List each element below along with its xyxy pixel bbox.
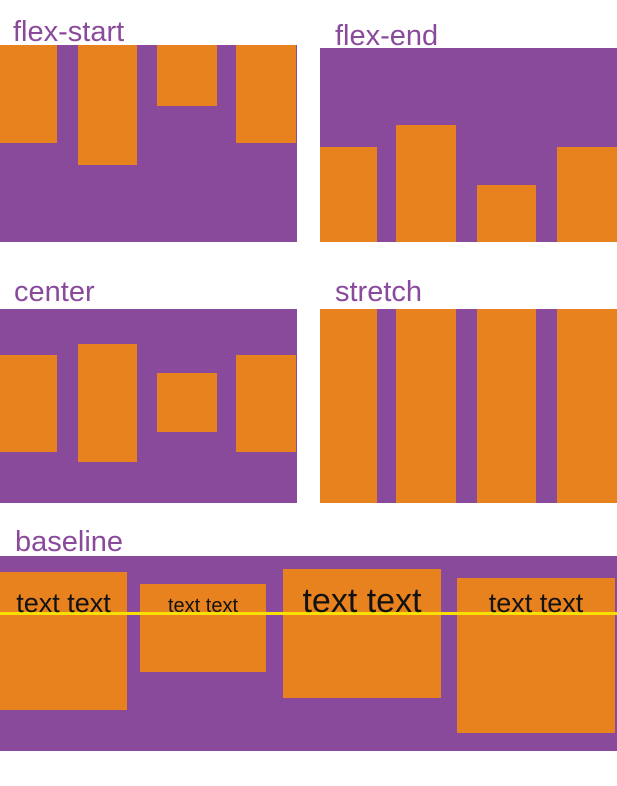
flex-item-center-3 — [157, 373, 217, 432]
flex-item-flex-start-3 — [157, 45, 217, 106]
flex-item-center-4 — [236, 355, 296, 452]
flex-item-flex-end-4 — [557, 147, 617, 242]
flex-item-text-4: text text — [488, 588, 584, 618]
flex-item-text-2: text text — [167, 595, 239, 617]
flex-item-flex-end-3 — [477, 185, 536, 242]
flex-item-stretch-3 — [477, 309, 536, 503]
flex-item-flex-start-1 — [0, 45, 57, 143]
flex-item-flex-start-2 — [78, 45, 137, 165]
flex-item-baseline-4 — [457, 578, 615, 733]
panel-title-center: center — [14, 276, 95, 308]
flex-item-center-2 — [78, 344, 137, 462]
panel-title-stretch: stretch — [335, 276, 423, 308]
baseline-indicator-line — [0, 612, 617, 615]
flex-item-flex-end-2 — [396, 125, 456, 242]
flex-item-baseline-1 — [0, 572, 127, 710]
panel-title-baseline: baseline — [15, 526, 124, 558]
flex-item-flex-start-4 — [236, 45, 296, 143]
flex-item-stretch-2 — [396, 309, 456, 503]
flex-item-stretch-1 — [320, 309, 377, 503]
flex-item-text-1: text text — [16, 588, 111, 618]
panel-title-flex-end: flex-end — [335, 20, 439, 52]
flex-item-center-1 — [0, 355, 57, 452]
flex-item-baseline-3 — [283, 569, 441, 698]
flex-item-text-3: text text — [302, 582, 422, 620]
flex-item-stretch-4 — [557, 309, 617, 503]
flex-item-baseline-2 — [140, 584, 266, 672]
panel-title-flex-start: flex-start — [13, 16, 125, 48]
flex-item-flex-end-1 — [320, 147, 377, 242]
